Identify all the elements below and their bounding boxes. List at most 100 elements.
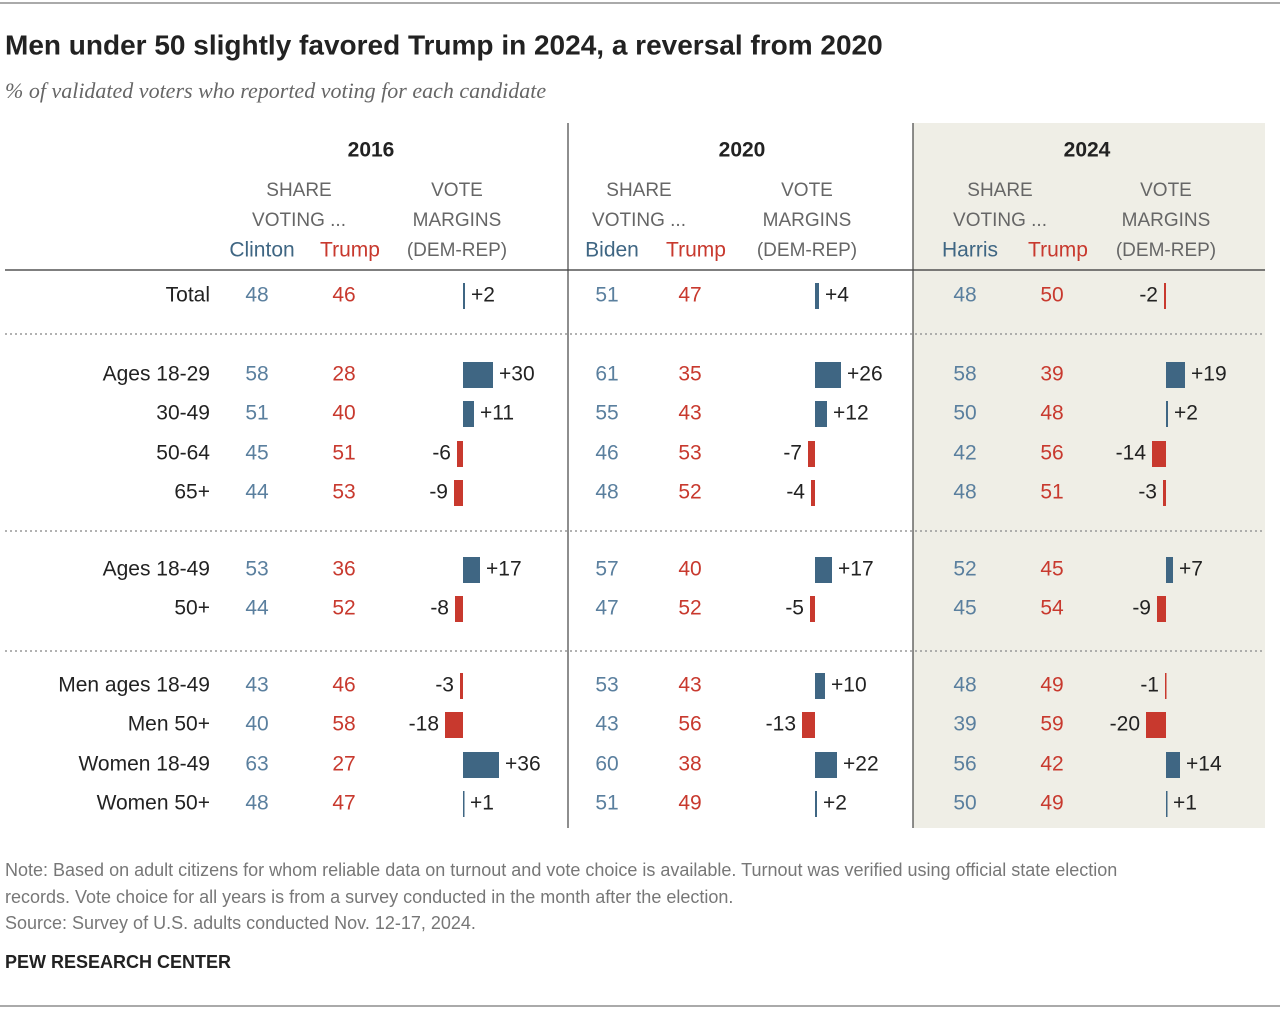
margin-bar (454, 480, 463, 506)
brand: PEW RESEARCH CENTER (5, 952, 231, 972)
margin-bar (808, 441, 815, 467)
rep-share: 42 (1040, 753, 1063, 776)
dem-share: 44 (245, 481, 269, 504)
margin-label: +2 (471, 284, 495, 307)
dem-share: 51 (595, 792, 618, 815)
margin-label: -9 (429, 481, 448, 504)
year-header: 2016 (348, 139, 395, 162)
margin-label: +1 (470, 792, 494, 815)
column-header: VOTING ... (252, 210, 346, 231)
margin-bar (463, 362, 493, 388)
margin-bar (815, 362, 841, 388)
chart-title: Men under 50 slightly favored Trump in 2… (5, 29, 883, 60)
dem-share: 48 (595, 481, 618, 504)
rep-share: 56 (1040, 442, 1063, 465)
margin-label: -13 (766, 713, 796, 736)
margin-label: -1 (1140, 674, 1159, 697)
dem-share: 52 (953, 558, 976, 581)
margin-label: +17 (838, 558, 874, 581)
margin-label: -5 (785, 597, 804, 620)
column-header: VOTE (1140, 180, 1192, 201)
column-header: (DEM-REP) (757, 240, 857, 261)
row-label: Women 18-49 (78, 753, 210, 776)
rep-share: 45 (1040, 558, 1063, 581)
rep-share: 51 (1040, 481, 1063, 504)
dem-share: 63 (245, 753, 268, 776)
rep-share: 40 (678, 558, 701, 581)
margin-label: +1 (1173, 792, 1197, 815)
dem-share: 50 (953, 402, 976, 425)
rep-share: 52 (678, 597, 701, 620)
margin-label: -20 (1110, 713, 1140, 736)
rep-share: 53 (678, 442, 701, 465)
source: Source: Survey of U.S. adults conducted … (5, 913, 476, 933)
dem-share: 47 (595, 597, 618, 620)
column-header: VOTING ... (592, 210, 686, 231)
margin-label: -3 (1138, 481, 1157, 504)
rep-share: 47 (332, 792, 355, 815)
column-header: SHARE (606, 180, 671, 201)
margin-label: -2 (1139, 284, 1158, 307)
dem-share: 40 (245, 713, 268, 736)
margin-bar (1165, 673, 1167, 699)
dem-share: 51 (245, 402, 268, 425)
margin-bar (463, 401, 474, 427)
rep-share: 52 (332, 597, 355, 620)
column-header: MARGINS (413, 210, 502, 231)
margin-bar (463, 283, 465, 309)
margin-bar (815, 401, 827, 427)
column-header: VOTE (431, 180, 483, 201)
row-label: Total (166, 284, 210, 307)
rep-share: 28 (332, 363, 355, 386)
margin-bar (445, 712, 463, 738)
column-header: SHARE (967, 180, 1032, 201)
margin-label: +19 (1191, 363, 1227, 386)
margin-bar (455, 596, 463, 622)
margin-bar (815, 752, 837, 778)
dem-share: 42 (953, 442, 976, 465)
rep-share: 51 (332, 442, 355, 465)
row-label: 30-49 (156, 402, 210, 425)
rep-share: 35 (678, 363, 701, 386)
margin-bar (815, 673, 825, 699)
margin-bar (815, 791, 817, 817)
rep-share: 49 (1040, 674, 1063, 697)
rep-share: 58 (332, 713, 355, 736)
rep-share: 43 (678, 402, 701, 425)
dem-share: 58 (953, 363, 976, 386)
dem-share: 48 (953, 674, 976, 697)
margin-bar (810, 596, 815, 622)
subtitle: % of validated voters who reported votin… (5, 78, 546, 103)
candidate-header: Trump (320, 239, 380, 262)
dem-share: 46 (595, 442, 618, 465)
margin-bar (1166, 557, 1173, 583)
dem-share: 39 (953, 713, 976, 736)
rep-share: 27 (332, 753, 355, 776)
rep-share: 52 (678, 481, 701, 504)
margin-bar (460, 673, 463, 699)
note: records. Vote choice for all years is fr… (5, 887, 733, 907)
margin-label: +17 (486, 558, 522, 581)
margin-bar (1166, 791, 1168, 817)
dem-share: 61 (595, 363, 618, 386)
dem-share: 43 (245, 674, 268, 697)
margin-label: +14 (1186, 753, 1222, 776)
dem-share: 48 (245, 792, 268, 815)
dem-share: 45 (245, 442, 268, 465)
margin-bar (1163, 480, 1166, 506)
margin-bar (463, 752, 499, 778)
margin-label: -6 (432, 442, 451, 465)
margin-label: -7 (783, 442, 802, 465)
rep-share: 50 (1040, 284, 1063, 307)
margin-label: +2 (823, 792, 847, 815)
dem-share: 53 (245, 558, 268, 581)
margin-bar (1146, 712, 1166, 738)
margin-label: +2 (1174, 402, 1198, 425)
rep-share: 49 (678, 792, 701, 815)
row-label: Men 50+ (128, 713, 210, 736)
column-header: MARGINS (1122, 210, 1211, 231)
rep-share: 40 (332, 402, 355, 425)
dem-share: 56 (953, 753, 976, 776)
